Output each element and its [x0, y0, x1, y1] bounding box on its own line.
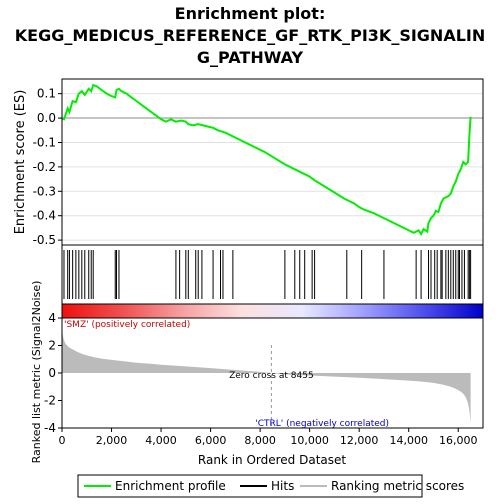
metric-panel-frame	[61, 317, 484, 429]
metric-y-tick-label: 2	[48, 339, 56, 353]
negative-correlation-label: 'CTRL' (negatively correlated)	[255, 419, 389, 429]
x-axis-ticks: 0 2,000 4,000 6,000 8,000 10,000 12,000 14,000 1…	[59, 428, 478, 447]
x-tick-label: 4,000	[145, 434, 177, 447]
title-line-1: Enrichment plot:	[175, 4, 326, 23]
metric-y-tick-label: 4	[48, 311, 56, 325]
ranking-metric-area	[62, 323, 471, 424]
positive-correlation-label: 'SMZ' (positively correlated)	[64, 320, 190, 330]
title-line-2: KEGG_MEDICUS_REFERENCE_GF_RTK_PI3K_SIGNA…	[15, 26, 485, 45]
zero-cross-label: Zero cross at 8455	[229, 371, 314, 381]
es-y-tick-label: -0.1	[33, 135, 56, 149]
es-grid	[62, 93, 483, 241]
x-tick-label: 6,000	[195, 434, 227, 447]
metric-y-axis-label: Ranked list metric (Signal2Noise)	[30, 281, 43, 464]
enrichment-profile-line	[61, 83, 472, 236]
legend-label-ranking-metric: Ranking metric scores	[331, 479, 464, 493]
legend-label-hits: Hits	[271, 479, 294, 493]
x-tick-label: 16,000	[439, 434, 478, 447]
title-line-3: G_PATHWAY	[197, 48, 304, 67]
metric-y-tick-label: 0	[48, 366, 56, 380]
metric-y-tick-label: -2	[44, 394, 56, 408]
es-y-tick-label: -0.2	[33, 160, 56, 174]
es-panel: 0.1 0.0 -0.1 -0.2 -0.3 -0.4 -0.5 Enrichment sc…	[13, 78, 484, 247]
legend: Enrichment profile Hits Ranking metric s…	[77, 474, 464, 498]
metric-panel: 4 2 0 -2 -4 Zero cross at 8455 'SMZ' (positi…	[30, 281, 484, 464]
x-tick-label: 14,000	[389, 434, 428, 447]
x-tick-label: 0	[59, 434, 66, 447]
es-y-ticks: 0.1 0.0 -0.1 -0.2 -0.3 -0.4 -0.5	[33, 87, 62, 247]
hit-lines	[63, 250, 472, 299]
es-y-tick-label: -0.5	[33, 233, 56, 247]
es-y-axis-label: Enrichment score (ES)	[13, 90, 28, 235]
es-y-tick-label: -0.4	[33, 209, 56, 223]
hits-panel	[61, 244, 484, 305]
x-tick-label: 12,000	[340, 434, 379, 447]
x-tick-label: 10,000	[290, 434, 329, 447]
hits-panel-frame	[61, 244, 484, 305]
x-axis-label: Rank in Ordered Dataset	[198, 453, 346, 467]
x-tick-label: 8,000	[244, 434, 276, 447]
rank-gradient-bar	[61, 303, 484, 319]
chart-title: Enrichment plot: KEGG_MEDICUS_REFERENCE_…	[15, 4, 485, 67]
metric-y-tick-label: -4	[44, 421, 56, 435]
es-panel-frame	[61, 78, 484, 246]
metric-y-ticks: 4 2 0 -2 -4	[44, 311, 62, 435]
es-y-tick-label: 0.1	[37, 87, 56, 101]
x-tick-label: 2,000	[96, 434, 128, 447]
legend-label-enrichment-profile: Enrichment profile	[115, 479, 226, 493]
es-y-tick-label: 0.0	[37, 111, 56, 125]
es-y-tick-label: -0.3	[33, 184, 56, 198]
